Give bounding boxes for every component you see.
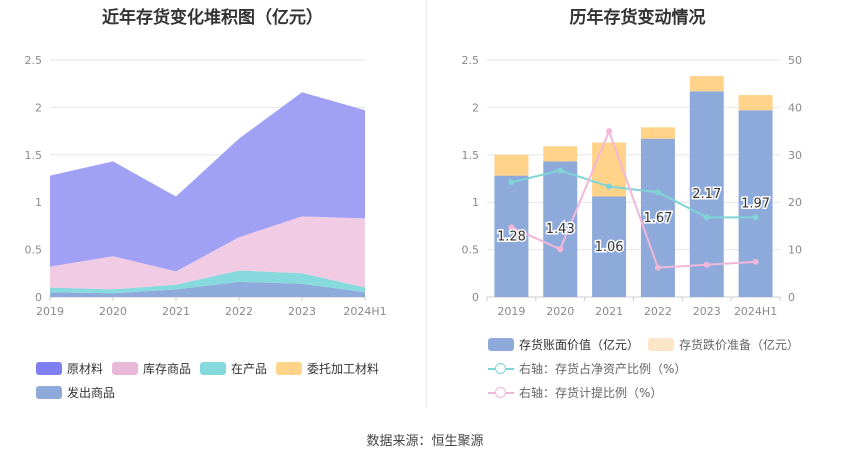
right-y2-tick-label: 0 <box>788 291 795 304</box>
left-y-tick-label: 1.5 <box>25 149 43 162</box>
right-legend-item[interactable]: 存货账面价值（亿元） <box>488 336 639 353</box>
bar-book-value <box>592 196 627 297</box>
bar-impairment <box>640 127 675 139</box>
bar-book-value <box>738 110 773 297</box>
left-x-tick-label: 2021 <box>162 305 190 318</box>
line-1-point <box>606 183 613 190</box>
right-left-y-tick-label: 2.5 <box>462 54 480 67</box>
left-y-tick-label: 0.5 <box>25 244 43 257</box>
right-left-y-tick-label: 0 <box>472 291 479 304</box>
right-left-y-tick-label: 1 <box>472 196 479 209</box>
line-2-point <box>557 246 564 253</box>
line-1-point <box>752 214 759 221</box>
left-y-tick-label: 0 <box>35 291 42 304</box>
area-1 <box>50 281 365 297</box>
bar-book-value <box>494 175 529 297</box>
line-1-point <box>557 167 564 174</box>
line-2-point <box>654 264 661 271</box>
line-1-point <box>508 179 515 186</box>
legend-swatch <box>648 338 674 351</box>
legend-swatch <box>36 362 62 375</box>
left-legend-item[interactable]: 发出商品 <box>36 384 115 401</box>
line-2-point <box>703 261 710 268</box>
legend-swatch <box>112 362 138 375</box>
legend-swatch <box>276 362 302 375</box>
left-y-tick-label: 1 <box>35 196 42 209</box>
left-x-tick-label: 2024H1 <box>343 305 386 318</box>
right-left-y-tick-label: 1.5 <box>462 149 480 162</box>
bar-value-label: 1.28 <box>497 229 526 244</box>
right-x-tick-label: 2020 <box>546 305 574 318</box>
left-y-tick-label: 2 <box>35 101 42 114</box>
left-x-tick-label: 2019 <box>36 305 64 318</box>
bar-value-label: 2.17 <box>692 187 721 202</box>
right-x-tick-label: 2024H1 <box>734 305 777 318</box>
source-note: 数据来源：恒生聚源 <box>366 434 484 449</box>
legend-circle-marker <box>495 387 506 398</box>
line-2-point <box>752 258 759 265</box>
left-legend-item[interactable]: 库存商品 <box>112 360 191 377</box>
left-legend-item[interactable]: 委托加工材料 <box>276 360 379 377</box>
chart-divider <box>426 0 427 408</box>
bar-value-label: 1.43 <box>546 222 575 237</box>
area-4 <box>50 216 365 290</box>
right-y2-tick-label: 50 <box>788 54 802 67</box>
area-5 <box>50 92 365 272</box>
bar-impairment <box>494 154 529 176</box>
right-x-tick-label: 2023 <box>693 305 721 318</box>
bar-impairment <box>689 76 724 92</box>
legend-label: 存货账面价值（亿元） <box>519 338 640 352</box>
line-1 <box>511 169 756 219</box>
left-legend-item[interactable]: 原材料 <box>36 360 103 377</box>
legend-swatch <box>488 338 514 351</box>
right-legend-item[interactable]: 右轴：存货占净资产比例（%） <box>488 360 686 377</box>
right-left-y-tick-label: 2 <box>472 101 479 114</box>
legend-label: 存货跌价准备（亿元） <box>679 338 800 352</box>
bar-value-label: 1.97 <box>741 197 770 212</box>
left-stacked-area-chart: 0 0.5 1 1.5 2 2.5 2019 2020 2021 2022 2023 2024H1 <box>25 54 387 318</box>
right-chart-title: 历年存货变动情况 <box>569 8 706 28</box>
right-bar-line-chart: 0 0.5 1 1.5 2 2.5 0 10 20 30 40 50 2019 2020 2021 2022 2… <box>462 54 803 318</box>
right-y2-tick-label: 40 <box>788 101 802 114</box>
right-y2-tick-label: 20 <box>788 196 802 209</box>
line-2-point <box>508 224 515 231</box>
bar-impairment <box>738 95 773 111</box>
right-left-y-tick-label: 0.5 <box>462 244 480 257</box>
line-1-point <box>703 214 710 221</box>
bar-book-value <box>543 161 578 297</box>
area-3 <box>50 270 365 294</box>
left-y-tick-label: 2.5 <box>25 54 43 67</box>
right-legend-item[interactable]: 右轴：存货计提比例（%） <box>488 384 662 401</box>
left-x-tick-label: 2023 <box>288 305 316 318</box>
legend-label: 右轴：存货占净资产比例（%） <box>519 362 687 376</box>
legend-swatch <box>36 386 62 399</box>
legend-label: 库存商品 <box>143 362 192 376</box>
right-y2-tick-label: 10 <box>788 244 802 257</box>
right-y2-tick-label: 30 <box>788 149 802 162</box>
left-chart-title: 近年存货变化堆积图（亿元） <box>102 8 323 28</box>
line-1-point <box>654 189 661 196</box>
legend-label: 委托加工材料 <box>307 362 380 376</box>
left-x-tick-label: 2022 <box>225 305 253 318</box>
left-x-tick-label: 2020 <box>99 305 127 318</box>
line-2 <box>511 128 756 269</box>
bar-book-value <box>640 138 675 297</box>
bar-impairment <box>543 146 578 162</box>
legend-line-marker <box>488 386 514 399</box>
legend-label: 右轴：存货计提比例（%） <box>519 386 663 400</box>
line-2-point <box>606 128 613 135</box>
right-x-tick-label: 2021 <box>595 305 623 318</box>
legend-swatch <box>200 362 226 375</box>
legend-line-marker <box>488 362 514 375</box>
legend-label: 在产品 <box>231 362 268 376</box>
right-legend-item[interactable]: 存货跌价准备（亿元） <box>648 336 799 353</box>
legend-circle-marker <box>495 363 506 374</box>
right-x-tick-label: 2022 <box>644 305 672 318</box>
bar-value-label: 1.67 <box>643 211 672 226</box>
legend-label: 原材料 <box>67 362 104 376</box>
left-legend-item[interactable]: 在产品 <box>200 360 267 377</box>
bar-value-label: 1.06 <box>595 240 624 255</box>
right-x-tick-label: 2019 <box>497 305 525 318</box>
legend-label: 发出商品 <box>67 386 116 400</box>
